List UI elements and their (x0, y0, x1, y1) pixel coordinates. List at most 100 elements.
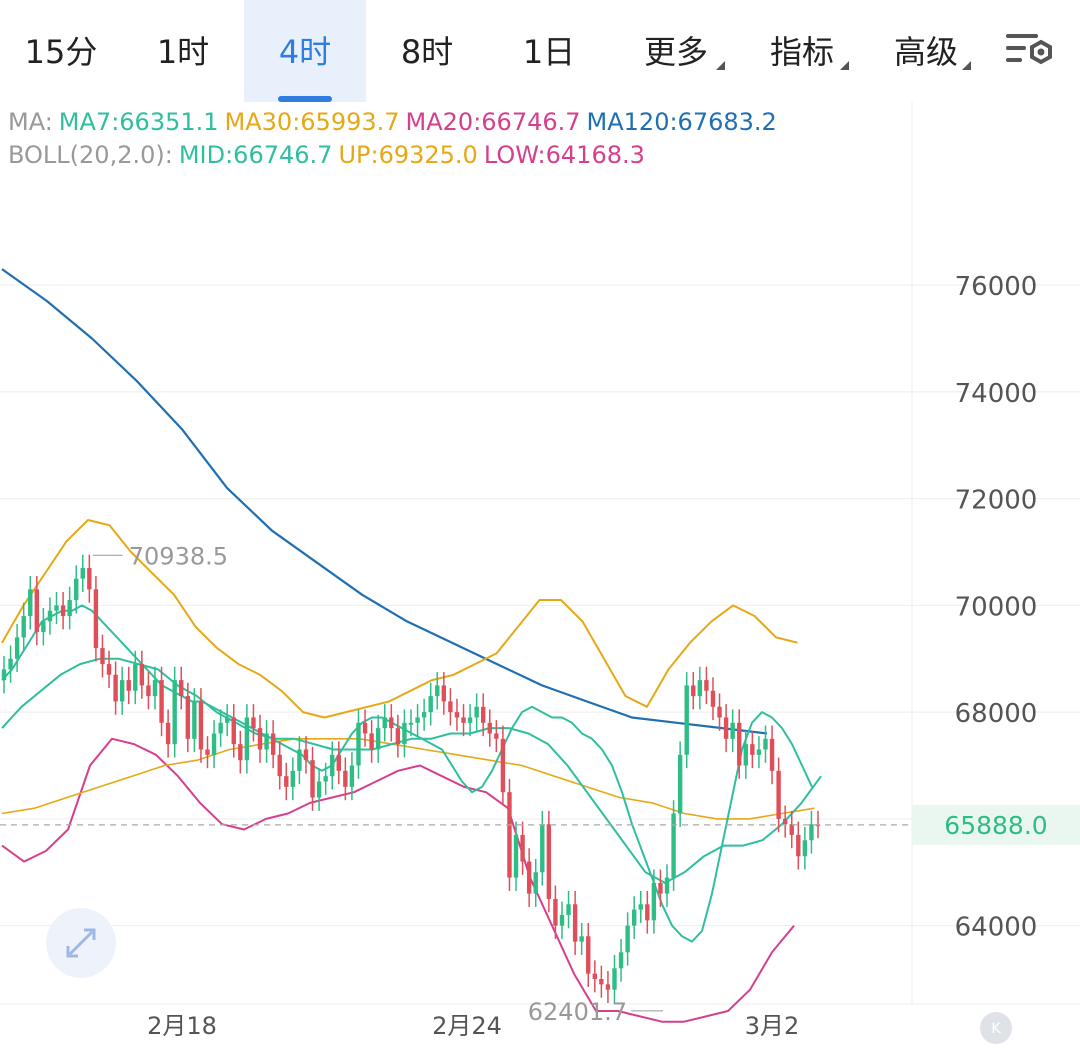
ma20-value: MA20:66746.7 (405, 108, 581, 136)
tab-4h[interactable]: 4时 (244, 0, 366, 102)
candle-body (34, 589, 40, 633)
tab-4h-label: 4时 (278, 33, 332, 71)
candle-body (28, 589, 33, 617)
candle-body (572, 904, 578, 942)
candle-body (546, 824, 552, 899)
candle-body (349, 765, 355, 787)
tab-15m[interactable]: 15分 (24, 33, 98, 71)
candle-body (330, 754, 335, 777)
boll-legend-prefix: BOLL(20,2.0): (8, 141, 173, 169)
svg-text:K: K (991, 1021, 1001, 1037)
candle-body (704, 680, 709, 691)
candle-body (500, 738, 506, 793)
candle-body (684, 685, 689, 755)
candle-body (192, 701, 197, 739)
high-marker-label: 70938.5 (129, 542, 228, 570)
candle-body (789, 824, 794, 835)
candle-body (454, 712, 460, 718)
candle-body (612, 968, 617, 990)
candle-body (264, 733, 269, 750)
candle-body (553, 898, 558, 926)
candle-body (343, 770, 348, 787)
more-dropdown-icon (716, 61, 725, 70)
candle-body (435, 685, 440, 697)
expand-arrows-icon[interactable] (46, 908, 116, 978)
boll-mid-value: MID:66746.7 (178, 141, 333, 169)
ma120-line (1, 268, 768, 735)
x-tick-label: 2月24 (432, 1012, 502, 1038)
candle-body (389, 717, 394, 729)
candle-body (756, 749, 762, 755)
y-tick-label: 74000 (955, 379, 1038, 409)
tab-8h[interactable]: 8时 (400, 33, 454, 71)
candle-body (599, 979, 604, 985)
candlestick-chart[interactable]: 640006600068000700007200074000760002月182… (0, 102, 1080, 1038)
candle-body (323, 776, 328, 782)
candle-body (763, 738, 768, 750)
candle-body (737, 722, 742, 766)
candle-body (1, 669, 7, 681)
chart-settings-icon[interactable] (1004, 28, 1058, 76)
candle-body (126, 680, 131, 691)
boll-low-value: LOW:64168.3 (483, 141, 645, 169)
candle-body (205, 749, 210, 755)
candle-body (586, 936, 591, 974)
candle-body (631, 909, 637, 926)
candle-body (284, 776, 289, 787)
candle-body (395, 728, 401, 745)
x-tick-label: 2月18 (147, 1012, 217, 1038)
tab-advanced[interactable]: 高级 (876, 0, 976, 102)
candle-body (467, 717, 473, 723)
candle-body (211, 733, 217, 755)
candle-body (316, 781, 322, 798)
tab-more-label: 更多 (643, 33, 708, 71)
candle-body (21, 616, 26, 638)
tab-indicators[interactable]: 指标 (752, 0, 852, 102)
candle-body (290, 770, 296, 787)
candle-body (671, 813, 676, 878)
candle-body (47, 610, 53, 622)
candle-body (421, 712, 427, 718)
candle-body (60, 605, 66, 617)
candle-body (369, 733, 374, 750)
candle-body (152, 680, 158, 697)
candle-body (566, 904, 571, 915)
candle-body (579, 936, 584, 942)
candle-body (533, 872, 538, 894)
tab-1h[interactable]: 1时 (156, 33, 210, 71)
candle-body (776, 770, 781, 819)
candle-body (782, 818, 788, 825)
ma30-value: MA30:65993.7 (224, 108, 400, 136)
tab-more[interactable]: 更多 (626, 0, 726, 102)
candle-body (218, 722, 223, 734)
candle-body (415, 717, 420, 723)
k-line-icon[interactable]: K (980, 1012, 1012, 1044)
candle-body (303, 749, 309, 761)
candle-body (67, 600, 72, 617)
candle-body (723, 717, 729, 739)
ma30-line (1, 737, 815, 820)
candle-body (100, 648, 105, 665)
candle-body (809, 824, 814, 841)
tab-indicators-label: 指标 (769, 33, 834, 71)
candle-body (691, 685, 696, 697)
y-tick-label: 70000 (955, 592, 1038, 622)
candle-body (179, 680, 184, 697)
boll-legend: BOLL(20,2.0): MID:66746.7 UP:69325.0 LOW:64… (8, 141, 651, 169)
candle-body (697, 680, 703, 697)
ma-legend-prefix: MA: (8, 108, 53, 136)
candle-body (802, 840, 808, 857)
candle-body (638, 904, 643, 910)
timeframe-tab-bar: 15分 1时 4时 8时 1日 更多 指标 高级 (0, 0, 1080, 102)
candle-body (441, 685, 447, 702)
candle-body (487, 722, 492, 734)
candle-body (494, 733, 499, 739)
candle-body (185, 696, 191, 739)
candle-body (8, 658, 13, 670)
candle-body (645, 904, 650, 921)
tab-1d[interactable]: 1日 (522, 33, 576, 71)
candle-body (658, 882, 663, 894)
candle-body (605, 984, 611, 990)
candle-body (113, 674, 118, 702)
tab-advanced-label: 高级 (893, 33, 958, 71)
